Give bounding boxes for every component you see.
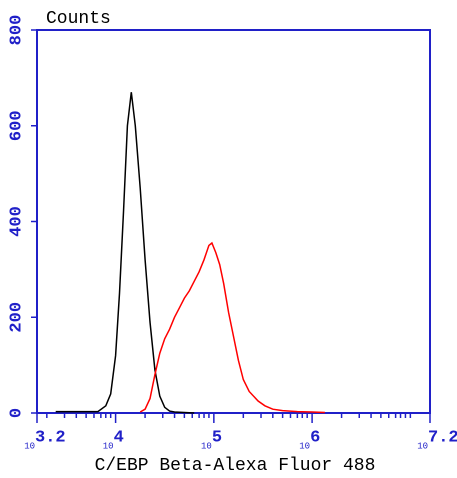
x-tick-base: 10: [417, 441, 428, 451]
histogram-line: [55, 92, 195, 414]
y-tick-label: 0: [7, 408, 26, 418]
y-tick-label: 600: [7, 110, 26, 141]
y-tick-label: 200: [7, 302, 26, 333]
x-axis-label: C/EBP Beta-Alexa Fluor 488: [95, 456, 376, 476]
x-tick-exponent: 6: [310, 428, 320, 447]
plot-frame: [36, 29, 431, 414]
y-tick-label: 400: [7, 206, 26, 237]
x-tick-base: 10: [299, 441, 310, 451]
y-tick-label: 800: [7, 15, 26, 46]
x-tick-base: 10: [103, 441, 114, 451]
x-tick-base: 10: [201, 441, 212, 451]
y-axis-label: Counts: [46, 9, 111, 29]
histogram-line: [139, 241, 325, 414]
x-tick-base: 10: [24, 441, 35, 451]
x-tick-exponent: 7.2: [428, 428, 457, 447]
x-tick-exponent: 5: [212, 428, 222, 447]
x-tick-exponent: 4: [114, 428, 124, 447]
x-tick-exponent: 3.2: [35, 428, 66, 447]
